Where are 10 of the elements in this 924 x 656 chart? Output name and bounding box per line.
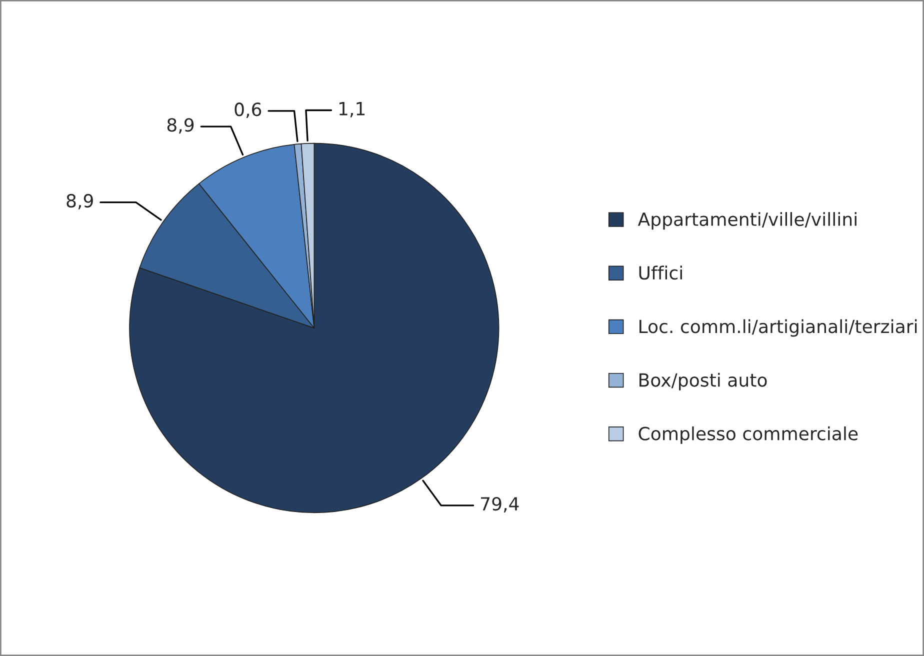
legend-label: Loc. comm.li/artigianali/terziari (640, 319, 917, 337)
legend-label: Appartamenti/ville/villini (638, 212, 856, 230)
data-label: 8,9 (167, 118, 194, 134)
data-label: 1,1 (339, 102, 365, 118)
legend-label: Uffici (639, 266, 682, 280)
data-label: 8,9 (66, 194, 93, 210)
data-label: 0,6 (234, 102, 262, 118)
legend-label: Complesso commerciale (638, 426, 858, 444)
legend-label: Box/posti auto (640, 372, 767, 390)
data-label: 79,4 (481, 496, 519, 512)
